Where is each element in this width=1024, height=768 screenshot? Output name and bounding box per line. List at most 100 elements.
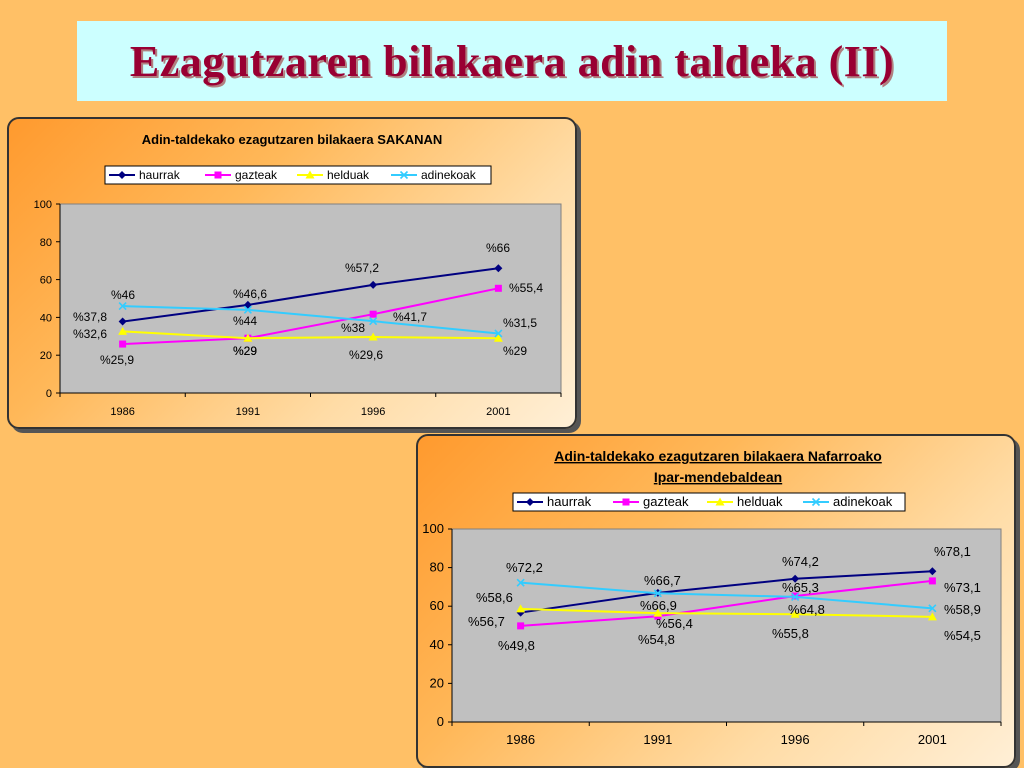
y-tick-label: 40 <box>40 312 52 324</box>
legend-label-adinekoak: adinekoak <box>833 494 893 509</box>
series-line-gazteak <box>122 287 499 346</box>
legend-marker-adinekoak <box>399 170 409 180</box>
data-label-helduak: %56,4 <box>656 616 693 631</box>
data-point-gazteak <box>119 340 127 348</box>
y-tick-label: 80 <box>430 560 444 575</box>
x-tick-label: 1986 <box>506 732 535 747</box>
data-point-haurrak <box>928 567 937 576</box>
data-label-gazteak: %73,1 <box>944 580 981 595</box>
x-tick-label: 1986 <box>110 406 134 418</box>
data-label-helduak: %32,6 <box>73 327 107 341</box>
chart-title-line: Adin-taldekako ezagutzaren bilakaera Naf… <box>554 448 882 464</box>
data-label-haurrak: %37,8 <box>73 310 107 324</box>
data-label-haurrak: %78,1 <box>934 544 971 559</box>
data-label-gazteak: %55,4 <box>509 281 543 295</box>
legend-label-adinekoak: adinekoak <box>421 168 477 182</box>
data-label-helduak: %29 <box>503 344 527 358</box>
legend-label-haurrak: haurrak <box>547 494 592 509</box>
data-point-gazteak <box>369 310 377 318</box>
chart-panel-ipar-mendebaldea: Adin-taldekako ezagutzaren bilakaera Naf… <box>416 434 1016 768</box>
series-line-helduak <box>122 330 499 340</box>
y-tick-label: 20 <box>430 675 444 690</box>
data-point-gazteak <box>928 577 936 585</box>
legend-marker-helduak <box>715 497 725 506</box>
data-label-adinekoak: %72,2 <box>506 560 543 575</box>
data-label-haurrak: %74,2 <box>782 554 819 569</box>
y-tick-label: 40 <box>430 637 444 652</box>
data-label-adinekoak: %31,5 <box>503 316 537 330</box>
legend-marker-haurrak <box>118 171 126 179</box>
data-point-helduak <box>927 612 937 621</box>
series-line-adinekoak <box>520 581 933 610</box>
series-line-gazteak <box>520 579 933 627</box>
data-label-gazteak: %49,8 <box>498 638 535 653</box>
data-point-adinekoak <box>494 329 503 338</box>
data-point-haurrak <box>494 264 503 273</box>
chart-ipar-mendebaldea: Adin-taldekako ezagutzaren bilakaera Naf… <box>422 448 1002 747</box>
legend-marker-adinekoak <box>811 497 821 507</box>
data-label-haurrak: %46,6 <box>233 287 267 301</box>
data-label-helduak: %54,5 <box>944 628 981 643</box>
data-point-haurrak <box>118 317 127 326</box>
data-label-adinekoak: %38 <box>341 321 365 335</box>
y-tick-label: 100 <box>34 199 52 211</box>
series-line-haurrak <box>122 267 499 323</box>
data-point-helduak <box>243 333 253 342</box>
data-label-adinekoak: %66,7 <box>644 573 681 588</box>
data-point-gazteak <box>517 622 525 630</box>
data-point-adinekoak <box>243 305 252 314</box>
chart-title: Adin-taldekako ezagutzaren bilakaera SAK… <box>142 132 443 147</box>
legend-label-helduak: helduak <box>737 494 783 509</box>
legend-marker-haurrak <box>526 498 534 506</box>
legend-marker-helduak <box>305 170 315 179</box>
data-label-helduak: %29,6 <box>349 348 383 362</box>
y-tick-label: 0 <box>46 388 52 400</box>
plot-area <box>451 528 1002 723</box>
legend-label-gazteak: gazteak <box>643 494 689 509</box>
legend-marker-gazteak <box>214 171 222 179</box>
data-point-adinekoak <box>653 589 662 598</box>
plot-area <box>59 203 562 394</box>
data-point-haurrak <box>369 280 378 289</box>
chart-sakana: Adin-taldekako ezagutzaren bilakaera SAK… <box>34 132 562 418</box>
data-label-haurrak: %66 <box>486 241 510 255</box>
y-tick-label: 60 <box>40 275 52 287</box>
data-point-adinekoak <box>118 301 127 311</box>
data-label-helduak: %29 <box>233 344 257 358</box>
data-label-helduak: %58,6 <box>476 590 513 605</box>
data-label-adinekoak: %46 <box>111 288 135 302</box>
x-tick-label: 1991 <box>236 406 260 418</box>
data-label-gazteak: %25,9 <box>100 353 134 367</box>
legend-label-gazteak: gazteak <box>235 168 278 182</box>
legend-marker-gazteak <box>622 498 630 506</box>
x-tick-label: 1996 <box>781 732 810 747</box>
data-point-helduak <box>118 326 128 335</box>
data-point-haurrak <box>791 574 800 583</box>
y-tick-label: 20 <box>40 350 52 362</box>
page-title: Ezagutzaren bilakaera adin taldeka (II) <box>129 36 895 86</box>
data-point-helduak <box>493 333 503 342</box>
series-line-haurrak <box>520 570 933 614</box>
y-tick-label: 80 <box>40 237 52 249</box>
data-label-gazteak: %41,7 <box>393 310 427 324</box>
data-point-gazteak <box>494 284 502 292</box>
x-tick-label: 2001 <box>486 406 510 418</box>
data-point-adinekoak <box>369 317 378 326</box>
data-label-adinekoak: %64,8 <box>788 602 825 617</box>
legend-label-haurrak: haurrak <box>139 168 181 182</box>
series-line-adinekoak <box>122 305 499 335</box>
data-point-helduak <box>790 609 800 618</box>
data-label-adinekoak: %58,9 <box>944 602 981 617</box>
series-line-helduak <box>520 607 933 618</box>
data-point-adinekoak <box>516 578 525 587</box>
data-label-haurrak: %57,2 <box>345 261 379 275</box>
y-tick-label: 0 <box>437 714 444 729</box>
data-label-helduak: %55,8 <box>772 626 809 641</box>
y-tick-label: 100 <box>422 521 444 536</box>
chart-panel-sakana: Adin-taldekako ezagutzaren bilakaera SAK… <box>7 117 577 429</box>
x-tick-label: 1996 <box>361 406 385 418</box>
y-tick-label: 60 <box>430 598 444 613</box>
data-point-helduak <box>653 608 663 617</box>
legend-label-helduak: helduak <box>327 168 370 182</box>
x-tick-label: 1991 <box>643 732 672 747</box>
